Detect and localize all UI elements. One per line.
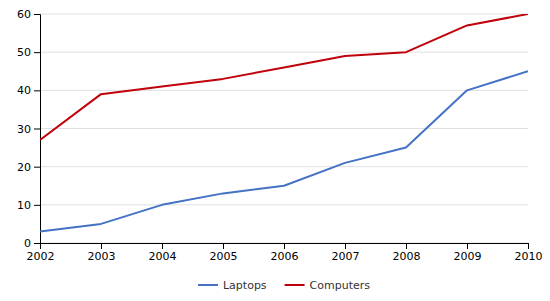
tick: 0 bbox=[24, 237, 40, 250]
line bbox=[40, 71, 528, 231]
tick-label: 2008 bbox=[393, 250, 421, 263]
tick-mark bbox=[284, 243, 285, 249]
tick-mark bbox=[34, 205, 40, 206]
y-axis: 0 10 20 30 40 50 60 bbox=[17, 8, 41, 250]
tick-mark bbox=[34, 129, 40, 130]
tick: 2007 bbox=[332, 243, 360, 263]
tick-label: 30 bbox=[17, 123, 31, 136]
tick-label: 0 bbox=[24, 237, 31, 250]
tick-mark bbox=[223, 243, 224, 249]
tick-mark bbox=[467, 243, 468, 249]
tick: 10 bbox=[17, 199, 40, 212]
tick-label: 2004 bbox=[149, 250, 177, 263]
tick-mark bbox=[34, 90, 40, 91]
tick-mark bbox=[162, 243, 163, 249]
legend-label: Laptops bbox=[223, 279, 267, 292]
tick-mark bbox=[101, 243, 102, 249]
plot: 2002 2003 2004 2005 2006 2007 2008 2009 2010 0 10 2… bbox=[17, 8, 543, 263]
legend-swatch bbox=[198, 284, 218, 286]
tick-label: 20 bbox=[17, 161, 31, 174]
tick-label: 2007 bbox=[332, 250, 360, 263]
chart: 2002 2003 2004 2005 2006 2007 2008 2009 2010 0 10 2… bbox=[0, 0, 550, 301]
tick-label: 2002 bbox=[27, 250, 55, 263]
tick-label: 2009 bbox=[454, 250, 482, 263]
grid bbox=[40, 14, 528, 243]
tick: 60 bbox=[17, 8, 40, 21]
tick-mark bbox=[34, 14, 40, 15]
grid-line bbox=[40, 128, 528, 129]
legend-item: Laptops bbox=[198, 279, 267, 292]
tick: 2006 bbox=[271, 243, 299, 263]
tick-mark bbox=[34, 52, 40, 53]
tick: 2005 bbox=[210, 243, 238, 263]
line bbox=[40, 14, 528, 140]
grid-line bbox=[40, 14, 528, 15]
tick-mark bbox=[345, 243, 346, 249]
x-axis: 2002 2003 2004 2005 2006 2007 2008 2009 2010 bbox=[27, 243, 543, 263]
tick-mark bbox=[528, 243, 529, 249]
tick-label: 50 bbox=[17, 46, 31, 59]
tick-label: 2010 bbox=[515, 250, 543, 263]
grid-line bbox=[40, 204, 528, 205]
grid-line bbox=[40, 166, 528, 167]
tick: 20 bbox=[17, 161, 40, 174]
tick-mark bbox=[34, 167, 40, 168]
tick-label: 2006 bbox=[271, 250, 299, 263]
tick-label: 40 bbox=[17, 84, 31, 97]
tick-label: 2005 bbox=[210, 250, 238, 263]
legend-swatch bbox=[285, 284, 305, 286]
tick: 2010 bbox=[515, 243, 543, 263]
axis-line bbox=[34, 15, 41, 244]
axis-line bbox=[41, 244, 529, 250]
lines bbox=[40, 14, 528, 232]
legend-label: Computers bbox=[310, 279, 371, 292]
legend: Laptops Computers bbox=[198, 279, 370, 292]
tick: 2003 bbox=[88, 243, 116, 263]
tick: 2009 bbox=[454, 243, 482, 263]
grid-line bbox=[40, 90, 528, 91]
tick-label: 60 bbox=[17, 8, 31, 21]
tick: 30 bbox=[17, 123, 40, 136]
tick: 40 bbox=[17, 84, 40, 97]
tick-mark bbox=[406, 243, 407, 249]
tick: 2004 bbox=[149, 243, 177, 263]
tick: 50 bbox=[17, 46, 40, 59]
grid-line bbox=[40, 52, 528, 53]
tick: 2008 bbox=[393, 243, 421, 263]
tick-label: 10 bbox=[17, 199, 31, 212]
tick-mark bbox=[34, 243, 40, 244]
legend-item: Computers bbox=[285, 279, 371, 292]
tick-label: 2003 bbox=[88, 250, 116, 263]
